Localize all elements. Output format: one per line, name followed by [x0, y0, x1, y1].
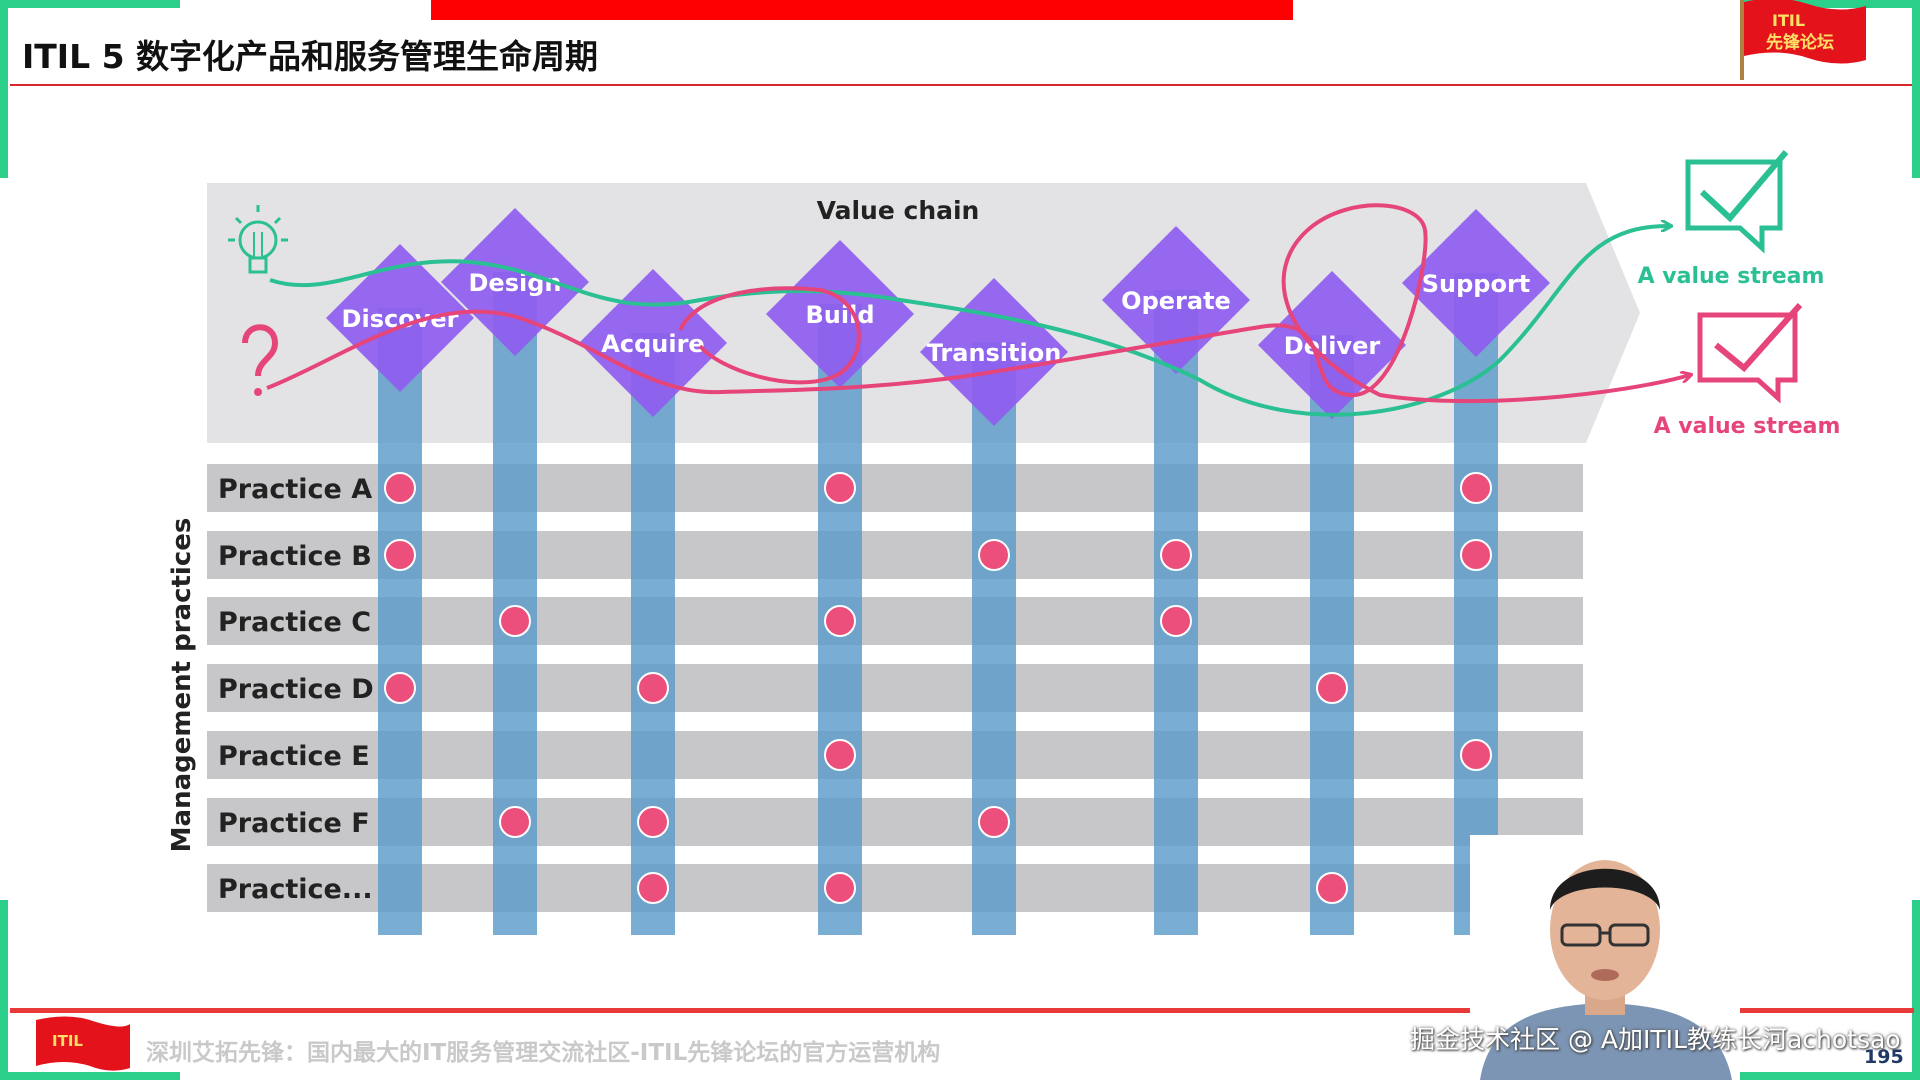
corner-accent-top-right-vertical: [1912, 0, 1920, 178]
practice-usage-dot: [499, 605, 531, 637]
corner-accent-bottom-right: [1740, 1072, 1920, 1080]
practice-label: Practice E: [218, 741, 370, 772]
practice-usage-dot: [1160, 605, 1192, 637]
page-number: 195: [1864, 1046, 1904, 1068]
teal-check-bubble-icon: [1685, 150, 1789, 254]
stage-label: Support: [1422, 270, 1531, 298]
practice-usage-dot: [637, 672, 669, 704]
stage-column: [1310, 335, 1354, 935]
lightbulb-icon: [228, 205, 288, 274]
stage-diamond: [1258, 271, 1406, 419]
pink-check-bubble-icon: [1697, 303, 1803, 404]
corner-accent-top-right: [1740, 0, 1920, 8]
practice-usage-dot: [384, 472, 416, 504]
practice-usage-dot: [1460, 739, 1492, 771]
stage-deliver: Deliver: [1258, 271, 1406, 419]
logo-line2: 先锋论坛: [1766, 32, 1834, 53]
page-title: ITIL 5 数字化产品和服务管理生命周期: [22, 37, 599, 76]
stage-diamond: [326, 244, 474, 392]
practice-usage-dot: [824, 739, 856, 771]
practice-label: Practice A: [218, 474, 372, 505]
stage-label: Deliver: [1284, 332, 1381, 360]
corner-accent-bottom-right-vertical: [1912, 900, 1920, 1080]
practice-usage-dots: [384, 472, 1492, 904]
practice-usage-dot: [1316, 872, 1348, 904]
stage-column: [631, 333, 675, 935]
practice-label: Practice...: [218, 874, 373, 905]
stage-diamond: [1402, 209, 1550, 357]
practice-usage-dot: [824, 872, 856, 904]
stage-operate: Operate: [1102, 226, 1250, 374]
management-practices-label: Management practices: [167, 518, 197, 853]
footer-itil-logo: ITIL: [36, 1016, 130, 1071]
itil-logo: ITIL 先锋论坛: [1740, 0, 1866, 80]
teal-value-stream-line: [269, 226, 1670, 417]
value-chain-stages: DiscoverDesignAcquireBuildTransitionOper…: [326, 208, 1550, 426]
stage-transition: Transition: [920, 278, 1068, 426]
top-red-bar: [431, 0, 1293, 20]
corner-accent-top-left-vertical: [0, 0, 8, 178]
pink-loop-build: [678, 286, 861, 385]
stage-column: [378, 308, 422, 935]
stage-diamond: [920, 278, 1068, 426]
stage-label: Design: [469, 269, 562, 297]
presenter-video: [1470, 835, 1740, 1080]
practice-usage-dot: [1460, 539, 1492, 571]
stage-diamond: [1102, 226, 1250, 374]
stage-column: [972, 342, 1016, 935]
practice-usage-dot: [1160, 539, 1192, 571]
practice-usage-dot: [384, 539, 416, 571]
practice-usage-dot: [384, 672, 416, 704]
practice-label: Practice C: [218, 607, 371, 638]
stage-support: Support: [1402, 209, 1550, 357]
corner-accent-top-left: [0, 0, 180, 8]
stage-build: Build: [766, 240, 914, 388]
stage-design: Design: [441, 208, 589, 356]
practice-usage-dot: [637, 806, 669, 838]
practice-usage-dot: [978, 539, 1010, 571]
practice-usage-dot: [824, 605, 856, 637]
question-mark-icon: [242, 324, 279, 396]
value-chain-label: Value chain: [817, 196, 980, 225]
corner-accent-bottom-left: [0, 1072, 180, 1080]
pink-value-stream-line: [266, 203, 1690, 404]
stage-diamond: [441, 208, 589, 356]
practice-label: Practice B: [218, 541, 372, 572]
footer-divider: [10, 1008, 1914, 1013]
stage-label: Acquire: [601, 330, 704, 358]
stage-columns: [378, 272, 1498, 935]
practice-labels: Practice A Practice B Practice C Practice D…: [218, 474, 374, 905]
svg-text:ITIL: ITIL: [52, 1032, 83, 1050]
stage-diamond: [579, 269, 727, 417]
value-chain-chevron: [207, 183, 1640, 443]
value-stream-label-pink: A value stream: [1654, 414, 1841, 439]
logo-line1: ITIL: [1772, 11, 1805, 30]
practice-label: Practice F: [218, 808, 370, 839]
practice-usage-dot: [637, 872, 669, 904]
stage-label: Operate: [1121, 287, 1231, 315]
community-watermark: 掘金技术社区 @ A加ITIL教练长河achotsao: [1410, 1025, 1901, 1054]
value-stream-label-teal: A value stream: [1638, 264, 1825, 289]
title-divider: [10, 84, 1914, 86]
practice-usage-dot: [499, 806, 531, 838]
footer-organization-text: 深圳艾拓先锋：国内最大的IT服务管理交流社区-ITIL先锋论坛的官方运营机构: [146, 1040, 941, 1066]
practice-usage-dot: [1316, 672, 1348, 704]
stage-label: Transition: [927, 339, 1062, 367]
practice-usage-dot: [1460, 472, 1492, 504]
stage-label: Build: [805, 301, 874, 329]
stage-acquire: Acquire: [579, 269, 727, 417]
practice-usage-dot: [978, 806, 1010, 838]
corner-accent-bottom-left-vertical: [0, 900, 8, 1080]
stage-column: [1454, 273, 1498, 935]
practice-usage-dot: [824, 472, 856, 504]
practice-label: Practice D: [218, 674, 374, 705]
stage-diamond: [766, 240, 914, 388]
